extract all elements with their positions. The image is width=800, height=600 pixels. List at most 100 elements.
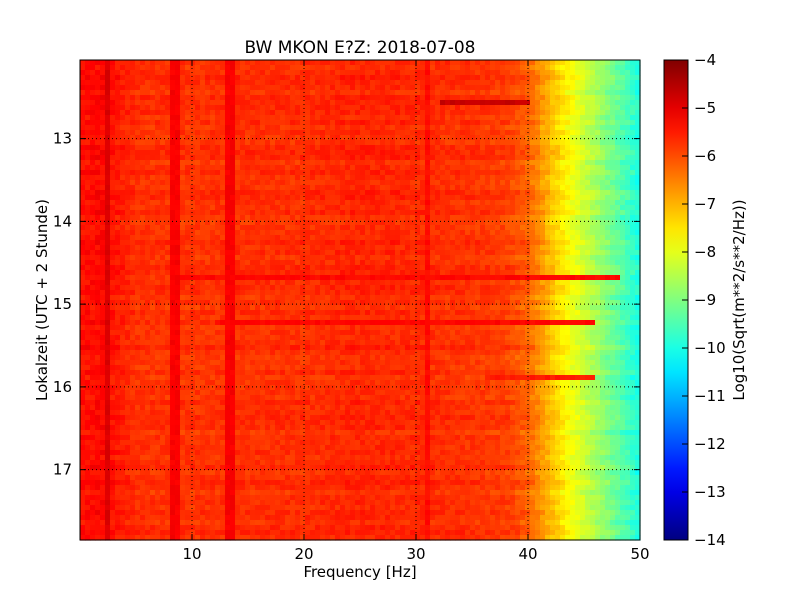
heatmap-cell [270,275,276,281]
heatmap-cell [490,255,496,261]
heatmap-cell [290,185,296,191]
heatmap-cell [230,160,236,166]
heatmap-cell [280,270,286,276]
heatmap-cell [125,170,131,176]
heatmap-cell [605,120,611,126]
heatmap-cell [460,235,466,241]
heatmap-cell [280,60,286,66]
heatmap-cell [80,140,86,146]
heatmap-cell [135,160,141,166]
heatmap-cell [320,115,326,121]
heatmap-cell [345,75,351,81]
heatmap-cell [450,215,456,221]
heatmap-cell [245,200,251,206]
heatmap-cell [110,215,116,221]
heatmap-cell [185,130,191,136]
heatmap-cell [560,260,566,266]
heatmap-cell [175,280,181,286]
heatmap-cell [615,205,621,211]
heatmap-cell [445,130,451,136]
heatmap-cell [270,270,276,276]
heatmap-cell [310,225,316,231]
heatmap-cell [510,80,516,86]
heatmap-cell [120,90,126,96]
heatmap-cell [425,210,431,216]
heatmap-cell [330,90,336,96]
heatmap-cell [510,175,516,181]
heatmap-cell [525,75,531,81]
heatmap-cell [230,250,236,256]
heatmap-cell [620,140,626,146]
heatmap-cell [325,210,331,216]
heatmap-cell [475,155,481,161]
heatmap-cell [535,125,541,131]
heatmap-cell [410,175,416,181]
heatmap-cell [615,65,621,71]
heatmap-cell [245,260,251,266]
heatmap-cell [240,185,246,191]
heatmap-cell [440,80,446,86]
heatmap-cell [620,225,626,231]
heatmap-cell [290,60,296,66]
heatmap-cell [290,170,296,176]
heatmap-cell [440,200,446,206]
heatmap-cell [445,100,451,106]
heatmap-cell [300,180,306,186]
heatmap-cell [130,195,136,201]
heatmap-cell [155,235,161,241]
heatmap-cell [205,125,211,131]
heatmap-cell [550,265,556,271]
heatmap-cell [210,75,216,81]
heatmap-cell [505,255,511,261]
heatmap-cell [205,155,211,161]
heatmap-cell [340,185,346,191]
heatmap-cell [520,225,526,231]
heatmap-cell [610,120,616,126]
heatmap-cell [100,195,106,201]
heatmap-cell [120,225,126,231]
heatmap-cell [530,110,536,116]
heatmap-cell [280,105,286,111]
heatmap-cell [395,115,401,121]
heatmap-cell [580,145,586,151]
heatmap-cell [515,205,521,211]
heatmap-cell [380,235,386,241]
heatmap-cell [130,175,136,181]
heatmap-cell [460,85,466,91]
heatmap-cell [235,205,241,211]
heatmap-cell [475,260,481,266]
heatmap-cell [355,85,361,91]
heatmap-cell [230,125,236,131]
heatmap-cell [345,165,351,171]
heatmap-cell [310,255,316,261]
heatmap-cell [635,245,641,251]
heatmap-cell [320,130,326,136]
heatmap-cell [235,245,241,251]
heatmap-cell [515,260,521,266]
heatmap-cell [185,160,191,166]
heatmap-cell [500,85,506,91]
heatmap-cell [620,70,626,76]
heatmap-cell [585,195,591,201]
heatmap-cell [430,210,436,216]
heatmap-cell [505,125,511,131]
heatmap-cell [160,220,166,226]
heatmap-cell [205,215,211,221]
heatmap-cell [165,90,171,96]
heatmap-cell [220,120,226,126]
heatmap-cell [235,155,241,161]
heatmap-cell [510,110,516,116]
heatmap-cell [275,200,281,206]
heatmap-cell [405,215,411,221]
heatmap-cell [425,230,431,236]
heatmap-cell [150,195,156,201]
heatmap-cell [445,135,451,141]
heatmap-cell [320,260,326,266]
heatmap-cell [190,110,196,116]
heatmap-cell [260,190,266,196]
heatmap-cell [140,205,146,211]
heatmap-cell [610,80,616,86]
heatmap-cell [325,165,331,171]
heatmap-cell [175,100,181,106]
heatmap-cell [310,230,316,236]
